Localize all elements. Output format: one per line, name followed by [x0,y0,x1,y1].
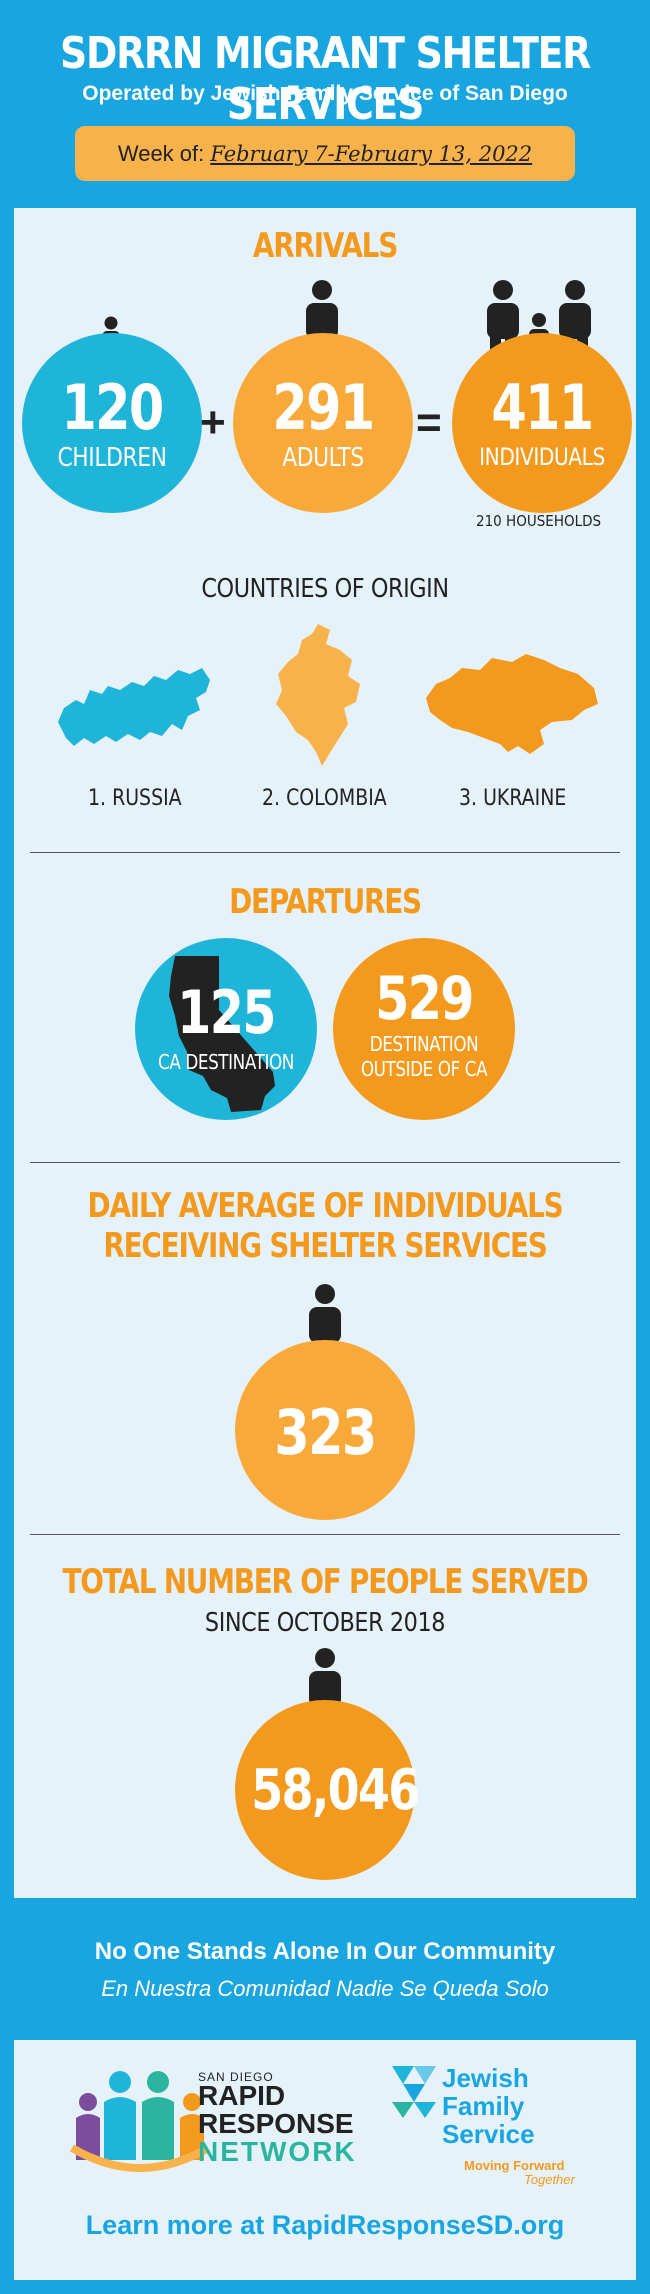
week-dates: February 7-February 13, 2022 [210,141,533,166]
slogan-english: No One Stands Alone In Our Community [94,1938,556,1965]
countries-title: COUNTRIES OF ORIGIN [201,574,449,604]
daily-title-1: DAILY AVERAGE OF INDIVIDUALS [87,1186,564,1226]
adults-circle: 291 ADULTS [233,333,413,513]
outside-ca-label-1: DESTINATION [369,1032,479,1056]
divider-3 [30,1534,620,1535]
ukraine-map-icon [426,654,598,754]
country-3: 3. UKRAINE [459,786,567,811]
plus-sign: + [200,398,226,447]
children-circle: 120 CHILDREN [22,333,202,513]
adults-label: ADULTS [282,443,364,473]
total-title: TOTAL NUMBER OF PEOPLE SERVED [62,1562,588,1602]
departures-title: DEPARTURES [229,882,422,922]
jfs-line-2: Family [442,2091,525,2121]
households-note: 210 HOUSEHOLDS [476,512,602,530]
jfs-logo-icon [392,2066,436,2118]
individuals-value: 411 [491,371,594,444]
daily-title-2: RECEIVING SHELTER SERVICES [103,1226,547,1266]
jfs-tagline-1: Moving Forward [464,2158,565,2173]
total-since: SINCE OCTOBER 2018 [204,1608,446,1638]
outside-ca-circle: 529 DESTINATION OUTSIDE OF CA [333,938,515,1120]
colombia-map-icon [276,624,360,766]
ca-destination-value: 125 [177,978,276,1048]
rrn-logo-icon [70,2071,210,2172]
country-2: 2. COLOMBIA [262,786,387,811]
individuals-label: INDIVIDUALS [479,443,605,471]
divider-1 [30,852,620,853]
rrn-line-3: NETWORK [198,2136,357,2167]
footer-panel: SAN DIEGO RAPID RESPONSE NETWORK Jewish … [14,2040,636,2280]
outside-ca-label-2: OUTSIDE OF CA [360,1057,488,1081]
divider-2 [30,1162,620,1163]
ca-destination-circle: 125 CA DESTINATION [135,938,317,1120]
daily-average-circle: 323 [235,1340,415,1520]
adults-value: 291 [272,371,375,444]
jfs-line-3: Service [442,2119,535,2149]
total-value: 58,046 [251,1758,420,1823]
rrn-line-2: RESPONSE [198,2108,354,2139]
children-label: CHILDREN [57,443,167,473]
slogan-spanish: En Nuestra Comunidad Nadie Se Queda Solo [101,1976,549,2001]
week-box: Week of: February 7-February 13, 2022 [75,126,575,181]
rrn-small-label: SAN DIEGO [198,2070,274,2084]
week-label: Week of: [117,140,205,166]
total-circle: 58,046 [235,1700,420,1880]
outside-ca-value: 529 [375,964,474,1034]
learn-more-link[interactable]: Learn more at RapidResponseSD.org [85,2210,565,2240]
jfs-line-1: Jewish [442,2063,529,2093]
ca-destination-label: CA DESTINATION [158,1050,294,1074]
daily-average-value: 323 [274,1396,377,1469]
california-map-icon [169,956,275,1112]
individuals-circle: 411 INDIVIDUALS [452,333,632,513]
children-value: 120 [61,371,164,444]
rrn-line-1: RAPID [198,2080,286,2111]
country-1: 1. RUSSIA [88,786,182,811]
page-subtitle: Operated by Jewish Family Service of San… [82,82,568,105]
jfs-tagline-2: Together [524,2172,575,2187]
russia-map-icon [58,668,210,746]
equals-sign: = [416,398,442,447]
page-title: SDRRN MIGRANT SHELTER SERVICES [59,28,591,130]
arrivals-title: ARRIVALS [252,226,398,266]
